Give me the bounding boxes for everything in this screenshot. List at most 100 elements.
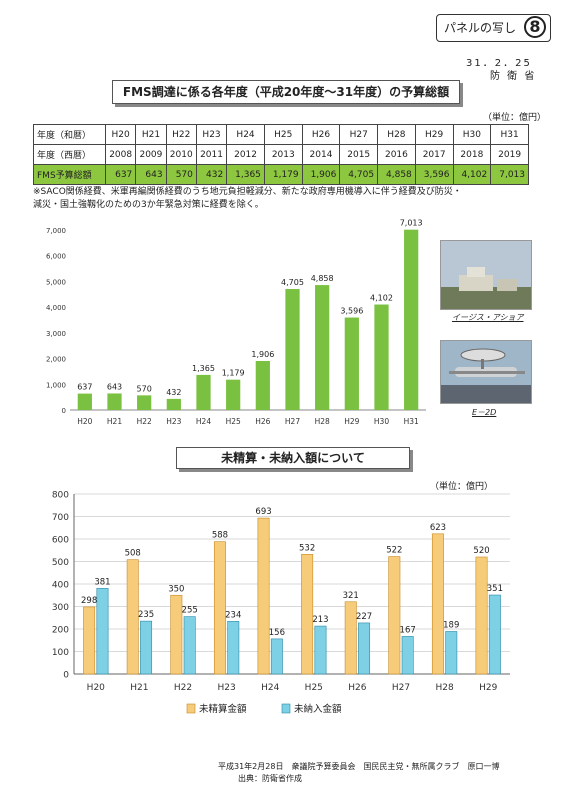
y-tick-label: 200 (52, 626, 69, 636)
table-row-fms-budget: FMS予算総額 637 643 570 432 1,365 1,179 1,906 4,705… (33, 164, 529, 185)
table-cell-amount: 3,596 (414, 164, 454, 185)
x-tick-label: H29 (479, 683, 497, 693)
unpaid-title: 未精算・未納入額について (176, 447, 410, 469)
legend-label: 未納入金額 (294, 703, 342, 715)
x-tick-label: H26 (255, 417, 270, 426)
bar-value-label: 321 (343, 591, 359, 601)
y-tick-label: 0 (62, 407, 66, 415)
row-label: FMS予算総額 (33, 164, 106, 185)
fms-bar (166, 398, 181, 410)
bar-value-label: 4,705 (281, 278, 304, 287)
bar-value-label: 693 (255, 507, 271, 517)
bar-value-label: 1,906 (251, 350, 274, 359)
x-tick-label: H22 (137, 417, 152, 426)
x-tick-label: H29 (344, 417, 359, 426)
unsettled-bar (388, 556, 401, 675)
e2d-caption: E－2D (472, 408, 497, 417)
legend-swatch (186, 703, 196, 714)
x-tick-label: H25 (226, 417, 241, 426)
note-line: 減災・国土強靱化のための3か年緊急対策に経費を除く。 (33, 200, 264, 210)
bar-value-label: 156 (269, 628, 285, 638)
x-tick-label: H30 (374, 417, 389, 426)
unsettled-bar (170, 594, 183, 675)
bar-value-label: 351 (487, 584, 503, 594)
fms-bar (77, 393, 92, 410)
table-cell-year-ad: 2019 (490, 144, 529, 165)
unsettled-bar (344, 601, 357, 675)
table-cell-year-jp: H28 (377, 124, 416, 145)
undelivered-bar (488, 594, 501, 675)
bar-value-label: 588 (212, 531, 228, 541)
table-cell-year-jp: H29 (414, 124, 454, 145)
y-tick-label: 5,000 (46, 278, 66, 286)
fms-bar (404, 229, 419, 410)
y-tick-label: 500 (52, 558, 69, 568)
unpaid-unit: （単位：億円） (430, 482, 494, 492)
bar-value-label: 643 (107, 382, 122, 391)
table-cell-year-jp: H31 (490, 124, 529, 145)
bar-value-label: 532 (299, 543, 315, 553)
fms-bar (255, 360, 270, 410)
y-tick-label: 4,000 (46, 304, 66, 312)
y-tick-label: 7,000 (46, 227, 66, 235)
table-cell-amount: 1,365 (226, 164, 265, 185)
table-cell-year-ad: 2013 (263, 144, 303, 165)
bar-value-label: 520 (473, 546, 489, 556)
bar-value-label: 381 (94, 577, 110, 587)
undelivered-bar (270, 638, 283, 675)
x-tick-label: H23 (166, 417, 181, 426)
y-tick-label: 3,000 (46, 330, 66, 338)
bar-value-label: 234 (225, 610, 241, 620)
table-cell-amount: 4,102 (452, 164, 492, 185)
table-cell-year-jp: H24 (226, 124, 265, 145)
bar-value-label: 7,013 (400, 219, 423, 228)
legend-swatch (281, 703, 291, 714)
x-tick-label: H24 (196, 417, 211, 426)
e2d-aircraft-photo (440, 340, 532, 404)
bar-value-label: 570 (137, 384, 152, 393)
table-cell-amount: 432 (195, 164, 228, 185)
table-cell-year-ad: 2014 (301, 144, 341, 165)
undelivered-bar (445, 631, 458, 675)
footer-source-session: 平成31年2月28日 衆議院予算委員会 国民民主党・無所属クラブ 原口一博 (218, 762, 500, 771)
table-cell-amount: 637 (104, 164, 137, 185)
table-row-western-year: 年度（西暦） 2008 2009 2010 2011 2012 2013 2014 2015 2… (33, 144, 529, 165)
legend-label: 未精算金額 (199, 703, 247, 715)
bar-value-label: 4,858 (311, 274, 334, 283)
x-tick-label: H31 (404, 417, 419, 426)
fms-budget-bar-chart: 0 1,000 2,000 3,000 4,000 5,000 6,000 7,000 637 H… (46, 219, 426, 426)
bar-value-label: 213 (312, 615, 328, 625)
row-label: 年度（西暦） (33, 144, 106, 165)
y-tick-label: 600 (52, 536, 69, 546)
x-tick-label: H28 (435, 683, 453, 693)
table-cell-amount: 7,013 (490, 164, 529, 185)
y-tick-label: 300 (52, 603, 69, 613)
bar-value-label: 350 (168, 584, 184, 594)
fms-bar (285, 289, 300, 410)
unsettled-bar (213, 541, 226, 675)
table-cell-amount: 1,906 (301, 164, 341, 185)
table-cell-year-ad: 2015 (339, 144, 379, 165)
unsettled-undelivered-bar-chart: 0 100 200 300 400 500 600 700 800 298 381 H20 508 235… (52, 491, 510, 715)
x-tick-label: H26 (348, 683, 366, 693)
bar-value-label: 189 (443, 620, 459, 630)
x-tick-label: H23 (217, 683, 235, 693)
budget-unit: （単位：億円） (483, 113, 547, 123)
table-cell-year-jp: H25 (263, 124, 303, 145)
panel-label: パネルの写し (444, 21, 517, 35)
bar-value-label: 167 (400, 625, 416, 635)
undelivered-bar (314, 625, 327, 675)
table-cell-year-jp: H27 (339, 124, 379, 145)
fms-bar (315, 285, 330, 410)
y-tick-label: 1,000 (46, 381, 66, 389)
bar-value-label: 227 (356, 612, 372, 622)
y-tick-label: 800 (52, 491, 69, 501)
x-tick-label: H28 (315, 417, 330, 426)
bar-value-label: 508 (125, 549, 141, 559)
bar-value-label: 432 (166, 388, 181, 397)
fms-bar (344, 317, 359, 410)
unsettled-bar (431, 533, 444, 675)
bar-value-label: 522 (386, 546, 402, 556)
x-tick-label: H24 (261, 683, 279, 693)
undelivered-bar (358, 622, 371, 675)
